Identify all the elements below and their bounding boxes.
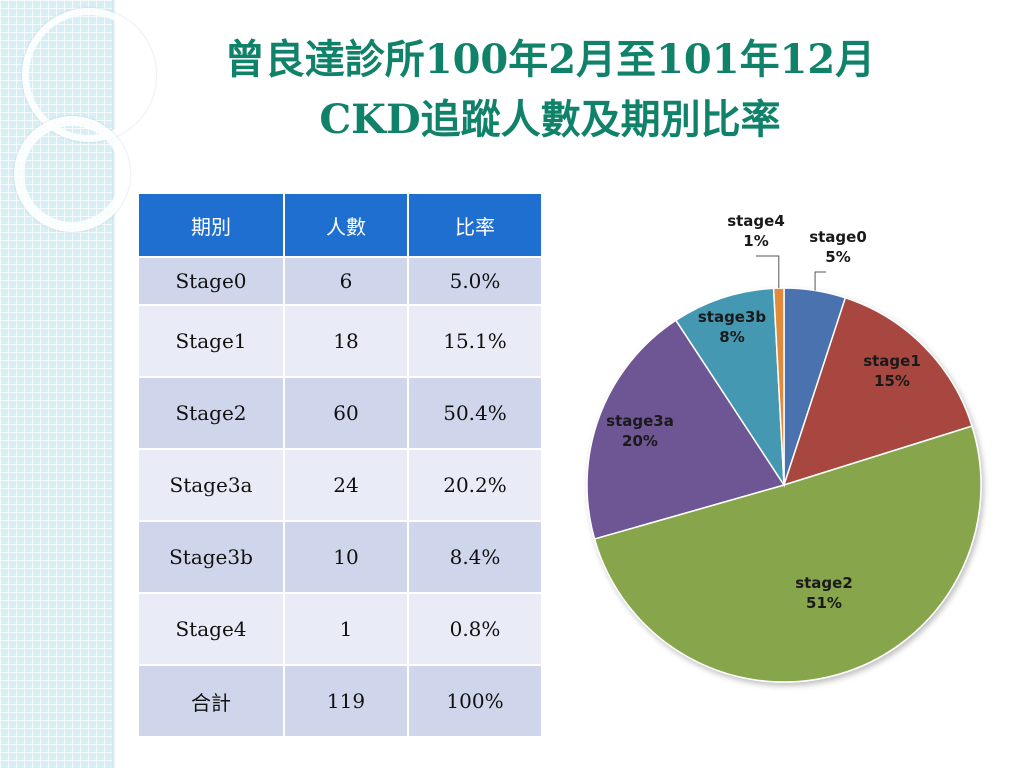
leader-line-stage4 <box>756 255 780 289</box>
table-row: Stage3a 24 20.2% <box>137 448 543 522</box>
cell-stage: Stage2 <box>137 376 285 450</box>
slice-label-stage4: stage4 <box>727 212 785 230</box>
cell-stage: Stage4 <box>137 592 285 666</box>
cell-count: 24 <box>283 448 409 522</box>
strip-edge <box>112 0 116 768</box>
header-ratio: 比率 <box>407 192 543 258</box>
table-row: Stage3b 10 8.4% <box>137 520 543 594</box>
slice-percent-stage2: 51% <box>806 594 842 612</box>
slide-title: 曾良達診所100年2月至101年12月 CKD追蹤人數及期別比率 <box>110 30 990 150</box>
table-row: Stage0 6 5.0% <box>137 256 543 306</box>
slice-label-stage3a: stage3a <box>606 412 674 430</box>
table-row: Stage2 60 50.4% <box>137 376 543 450</box>
table-row: Stage1 18 15.1% <box>137 304 543 378</box>
header-stage: 期別 <box>137 192 285 258</box>
slice-percent-stage4: 1% <box>743 232 768 250</box>
cell-count: 119 <box>283 664 409 738</box>
slice-label-stage1: stage1 <box>863 352 921 370</box>
table-total-row: 合計 119 100% <box>137 664 543 738</box>
slice-label-stage3b: stage3b <box>698 308 767 326</box>
title-line-2: CKD追蹤人數及期別比率 <box>319 96 781 143</box>
cell-stage: Stage1 <box>137 304 285 378</box>
cell-ratio: 100% <box>407 664 543 738</box>
slice-percent-stage3a: 20% <box>622 432 658 450</box>
cell-stage: 合計 <box>137 664 285 738</box>
pie-chart: stage0 5% stage1 15% stage2 51% stage3a 20% stag… <box>586 212 982 683</box>
cell-count: 18 <box>283 304 409 378</box>
cell-ratio: 20.2% <box>407 448 543 522</box>
pie-slice-stage3a <box>586 319 786 540</box>
title-line-1: 曾良達診所100年2月至101年12月 <box>224 36 876 83</box>
pie-slice-stage3b <box>674 287 785 488</box>
slice-percent-stage3b: 8% <box>719 328 744 346</box>
cell-count: 10 <box>283 520 409 594</box>
cell-ratio: 5.0% <box>407 256 543 306</box>
stage-table: 期別 人數 比率 Stage0 6 5.0% Stage1 18 15.1% S… <box>137 192 543 738</box>
cell-stage: Stage3b <box>137 520 285 594</box>
header-count: 人數 <box>283 192 409 258</box>
slice-percent-stage1: 15% <box>874 372 910 390</box>
leader-line-stage0 <box>814 271 826 291</box>
decorative-ring <box>14 116 130 232</box>
cell-ratio: 15.1% <box>407 304 543 378</box>
cell-count: 60 <box>283 376 409 450</box>
cell-count: 6 <box>283 256 409 306</box>
table-header-row: 期別 人數 比率 <box>137 192 543 258</box>
cell-ratio: 50.4% <box>407 376 543 450</box>
cell-stage: Stage0 <box>137 256 285 306</box>
pie-slice-stage2 <box>593 425 982 683</box>
slice-label-stage0: stage0 <box>809 228 867 246</box>
cell-ratio: 0.8% <box>407 592 543 666</box>
slice-percent-stage0: 5% <box>825 248 850 266</box>
table-row: Stage4 1 0.8% <box>137 592 543 666</box>
cell-ratio: 8.4% <box>407 520 543 594</box>
pie-slice-stage1 <box>782 296 973 487</box>
cell-count: 1 <box>283 592 409 666</box>
slice-label-stage2: stage2 <box>795 574 853 592</box>
cell-stage: Stage3a <box>137 448 285 522</box>
